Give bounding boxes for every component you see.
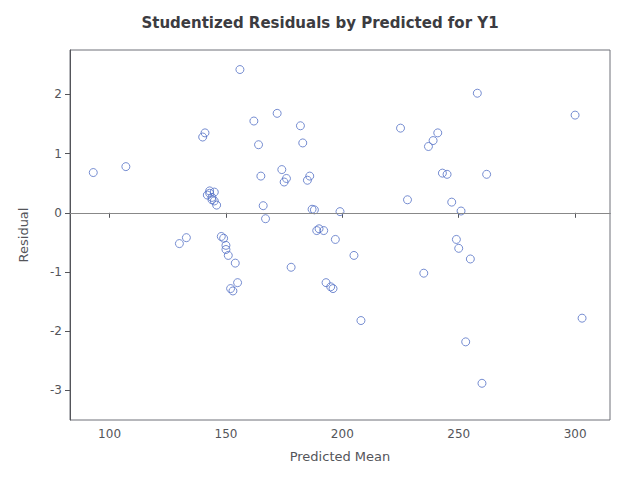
svg-text:Predicted Mean: Predicted Mean: [290, 449, 391, 464]
svg-text:2: 2: [54, 87, 62, 101]
svg-text:100: 100: [98, 427, 121, 441]
svg-text:-2: -2: [50, 324, 62, 338]
svg-text:-3: -3: [50, 383, 62, 397]
svg-text:250: 250: [447, 427, 470, 441]
svg-text:150: 150: [214, 427, 237, 441]
svg-text:-1: -1: [50, 265, 62, 279]
svg-text:0: 0: [54, 206, 62, 220]
svg-text:Studentized Residuals by Predi: Studentized Residuals by Predicted for Y…: [141, 14, 498, 32]
svg-text:200: 200: [331, 427, 354, 441]
svg-text:300: 300: [564, 427, 587, 441]
svg-text:1: 1: [54, 147, 62, 161]
svg-text:Residual: Residual: [16, 208, 31, 263]
